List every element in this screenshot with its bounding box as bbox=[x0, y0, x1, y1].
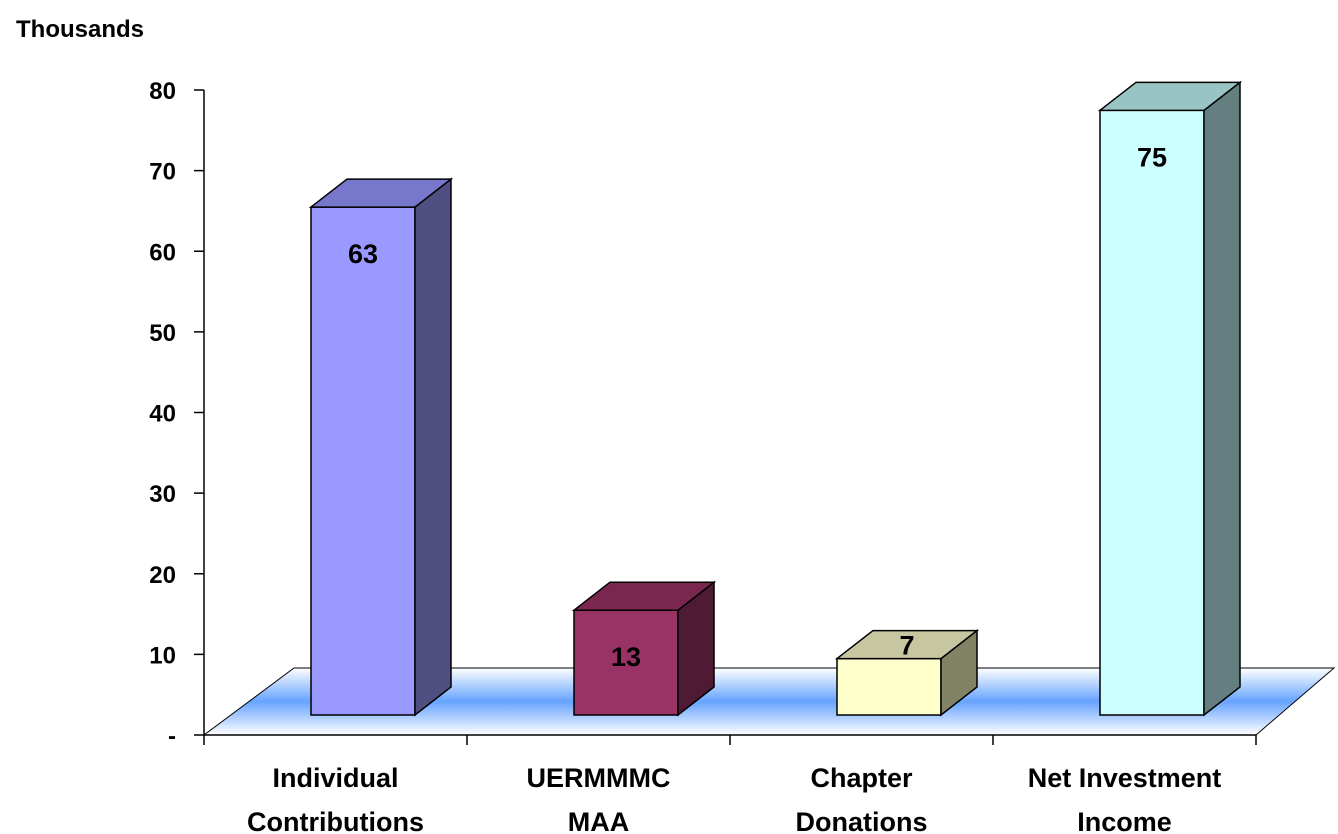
y-tick-label: 60 bbox=[149, 239, 176, 266]
bar-top bbox=[308, 178, 454, 208]
y-tick-label: 10 bbox=[149, 642, 176, 669]
x-category-label: MAA bbox=[568, 807, 630, 834]
data-label: 63 bbox=[348, 239, 378, 269]
y-tick-label: 70 bbox=[149, 159, 176, 186]
x-category-label: Net Investment bbox=[1028, 763, 1222, 793]
bar-front bbox=[836, 657, 942, 716]
bar-side bbox=[1203, 80, 1241, 717]
x-category-label: Contributions bbox=[247, 807, 424, 834]
bar-top bbox=[571, 581, 717, 611]
data-label: 75 bbox=[1137, 142, 1167, 172]
y-tick-label: 40 bbox=[149, 401, 176, 428]
bar-front bbox=[1099, 109, 1205, 716]
y-tick-label: - bbox=[168, 723, 176, 750]
data-label: 7 bbox=[899, 631, 914, 661]
y-tick-label: 30 bbox=[149, 481, 176, 508]
bar-front bbox=[310, 206, 416, 716]
data-label: 13 bbox=[611, 642, 641, 672]
y-axis-title: Thousands bbox=[16, 16, 145, 43]
y-tick-label: 80 bbox=[149, 78, 176, 105]
bar-side bbox=[414, 177, 452, 717]
y-tick-label: 20 bbox=[149, 562, 176, 589]
bar-top bbox=[1097, 81, 1243, 112]
x-category-label: Income bbox=[1077, 807, 1172, 834]
bar-front bbox=[573, 609, 679, 716]
x-category-label: Individual bbox=[272, 763, 398, 793]
x-category-label: UERMMMC bbox=[527, 763, 671, 793]
x-category-label: Donations bbox=[796, 807, 928, 834]
x-category-label: Chapter bbox=[810, 763, 913, 793]
y-tick-label: 50 bbox=[149, 320, 176, 347]
bar-top bbox=[834, 629, 980, 660]
